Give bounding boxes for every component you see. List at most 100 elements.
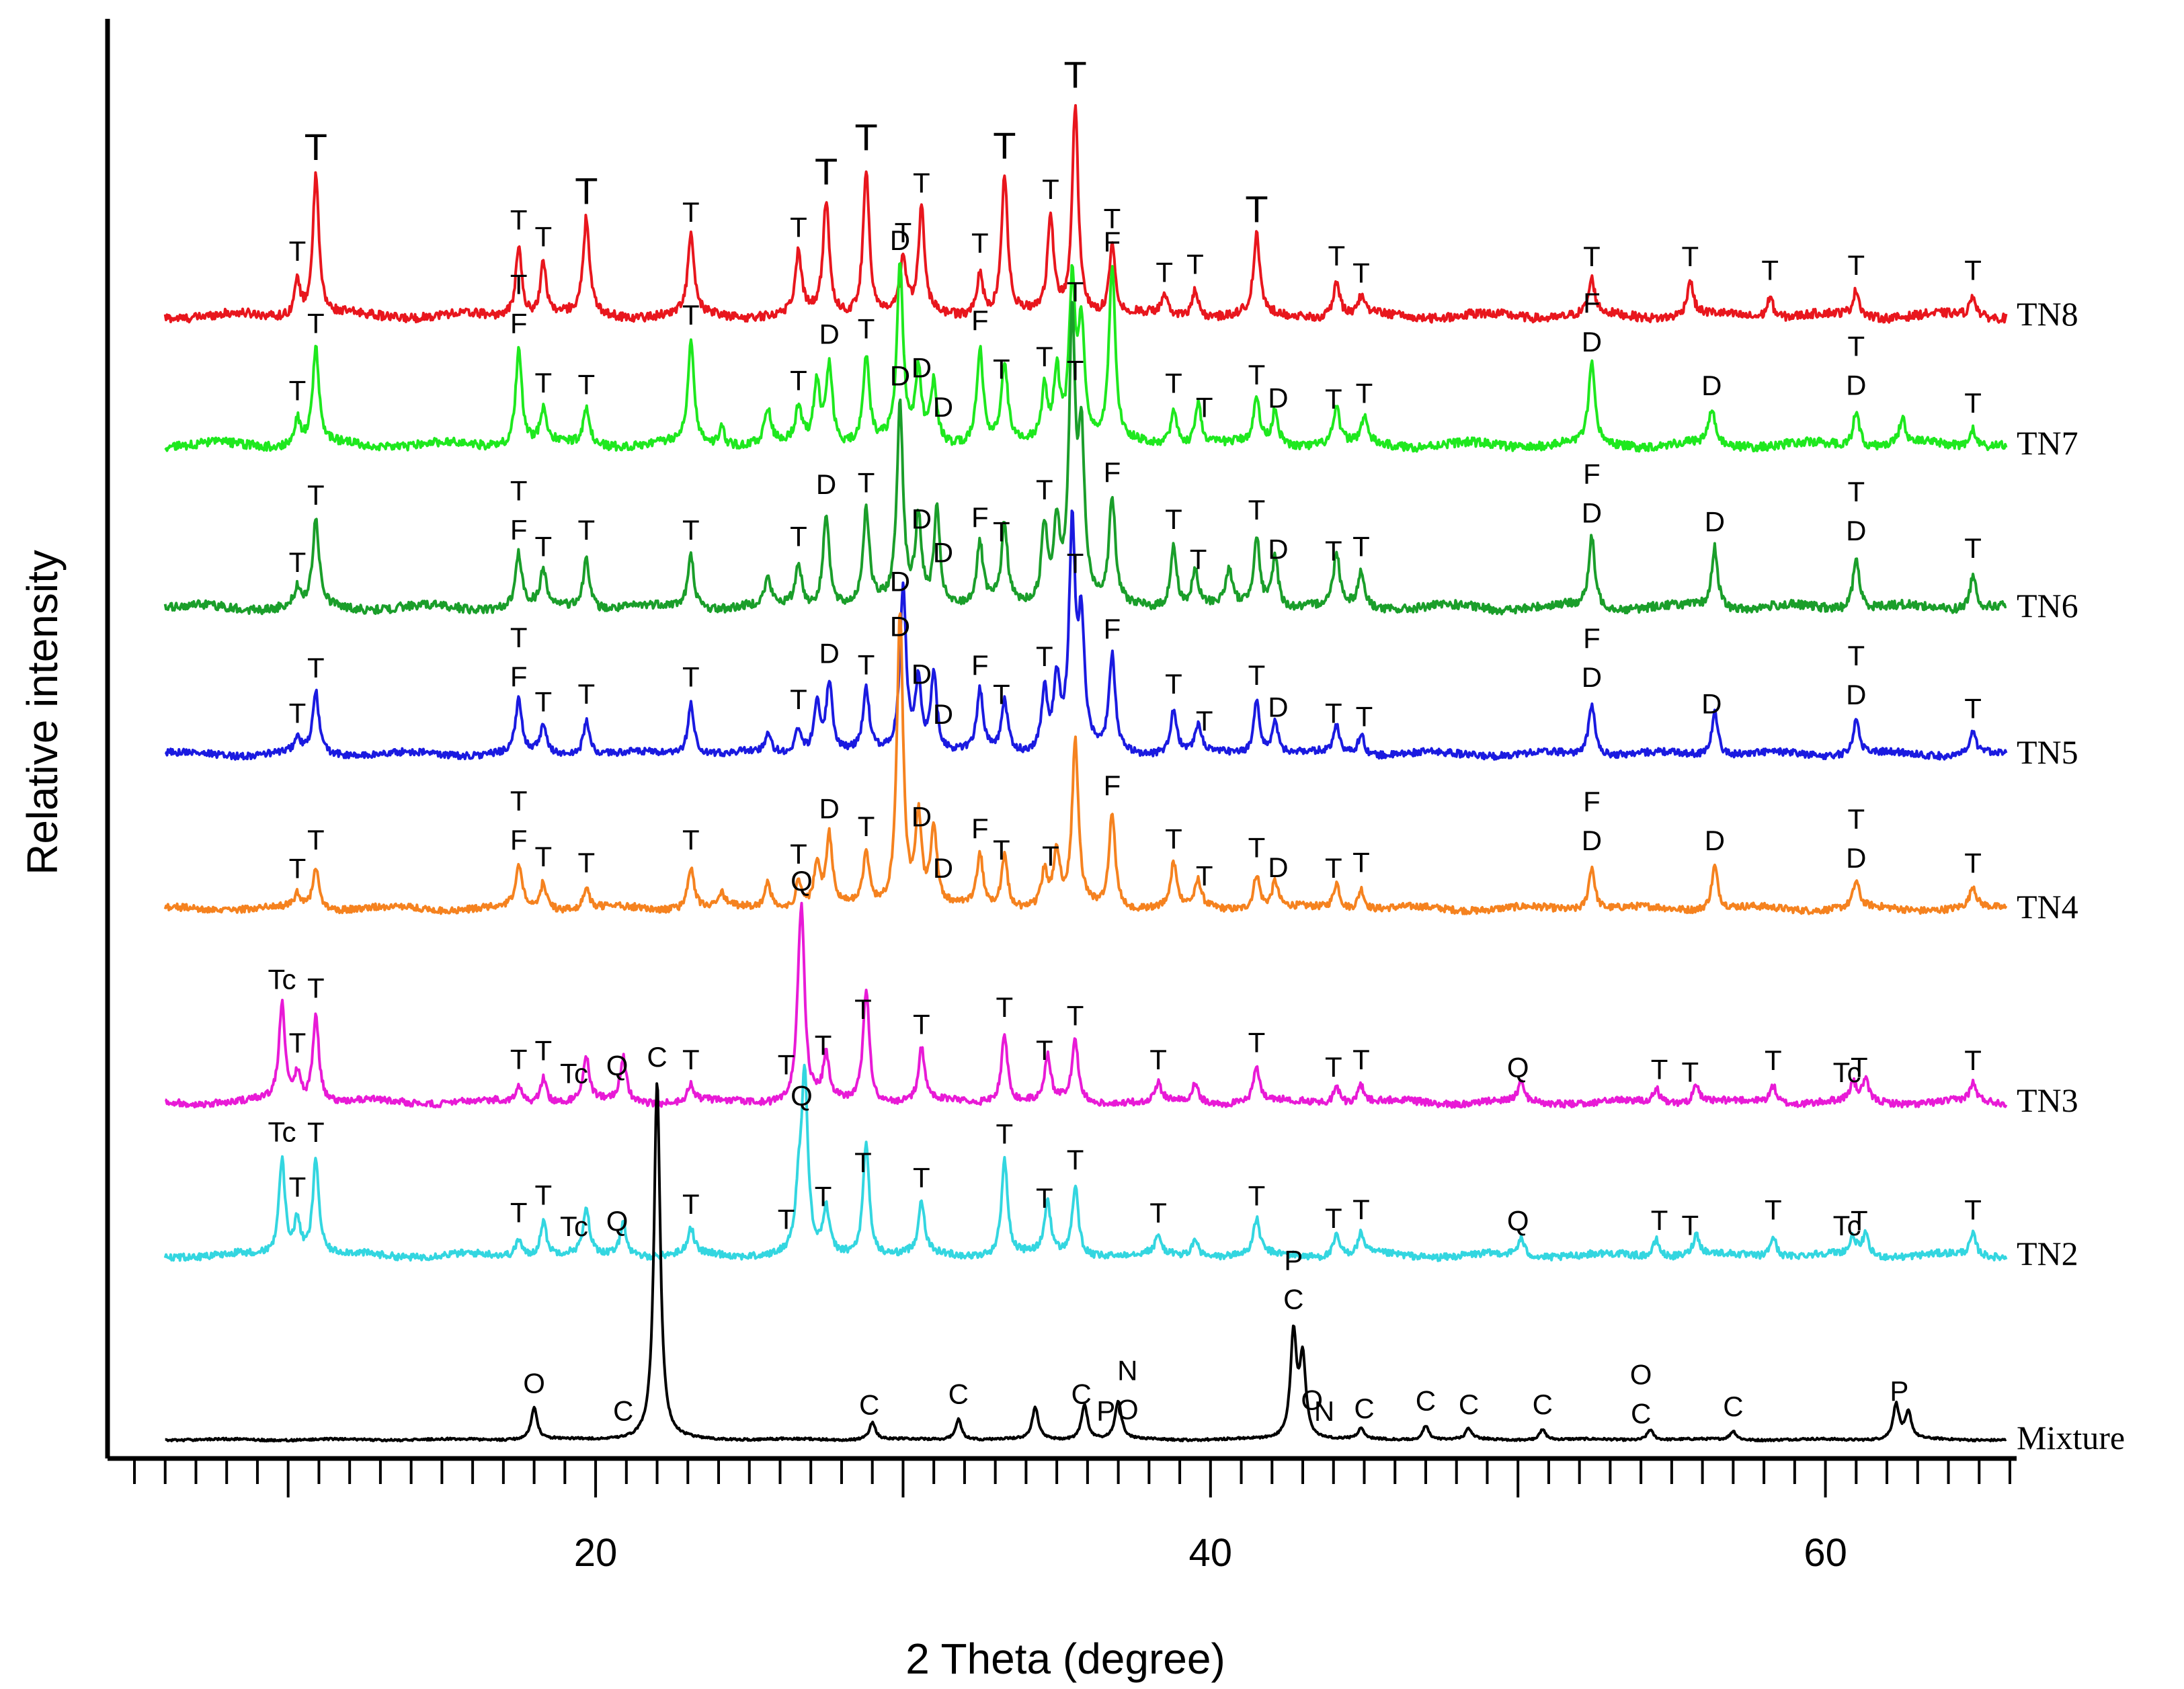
- peak-label-tn5-21: D: [1268, 691, 1288, 723]
- peak-label-tn8-9: T: [895, 217, 912, 249]
- trace-tn6: [163, 300, 2007, 616]
- peak-label-mixture-16: C: [1533, 1389, 1553, 1420]
- peak-label-tn2-12: T: [913, 1161, 930, 1193]
- peak-label-tn3-21: T: [1651, 1053, 1668, 1085]
- peak-label-tn5-26: D: [1701, 688, 1722, 719]
- peak-label-tn4-18: T: [1196, 860, 1213, 892]
- x-tick-label-40: 40: [1189, 1531, 1233, 1575]
- peak-label-tn3-12: T: [913, 1008, 930, 1040]
- peak-label-mixture-3: C: [859, 1389, 879, 1420]
- peak-label-tn3-16: T: [1149, 1044, 1167, 1075]
- peak-label-tn5-18: T: [1165, 668, 1182, 700]
- peak-label-tn4-4: T: [534, 841, 552, 872]
- peak-label-tn8-14: T: [1063, 54, 1086, 96]
- peak-label-tn8-11: T: [971, 227, 989, 259]
- peak-label-mixture-19: C: [1723, 1391, 1743, 1422]
- peak-label-tn3-15: T: [1067, 999, 1084, 1031]
- peak-label-tn2-22: T: [1681, 1209, 1699, 1241]
- peak-label-tn8-0: T: [289, 235, 307, 267]
- peak-label-tn4-6: T: [682, 824, 700, 856]
- peak-label-tn5-6: T: [682, 661, 700, 692]
- series-name-mixture: Mixture: [2017, 1419, 2125, 1456]
- y-axis-title: Relative intensity: [18, 550, 67, 875]
- peak-label-tn3-3: T: [510, 1044, 528, 1075]
- series-names: TN8 TN7 TN6 TN5 TN4 TN3 TN2 Mixture: [2017, 295, 2125, 1456]
- peak-label-tn8-8: T: [854, 116, 877, 158]
- peak-label-tn4-26: D: [1846, 842, 1866, 874]
- peak-label-tn2-24: Tc: [1833, 1210, 1861, 1241]
- peak-label-tn4-21: T: [1325, 852, 1342, 884]
- peak-label-tn5-0: T: [289, 698, 307, 729]
- peak-label-tn6-19: T: [1190, 544, 1207, 575]
- peak-label-tn2-8: T: [778, 1203, 795, 1235]
- peak-label-tn6-0: T: [289, 546, 307, 578]
- peak-label-tn4-24: F: [1583, 786, 1601, 817]
- peak-label-tn6-26: D: [1705, 506, 1725, 538]
- peak-label-tn2-5: Tc: [560, 1210, 588, 1242]
- peak-label-tn6-23: T: [1352, 531, 1370, 563]
- series-name-tn2: TN2: [2017, 1235, 2078, 1272]
- peak-label-tn2-1: T: [289, 1171, 307, 1203]
- peak-label-tn7-1: T: [307, 307, 325, 339]
- peak-label-tn8-17: T: [1186, 248, 1204, 280]
- peak-label-tn5-17: F: [1104, 613, 1121, 645]
- series-name-tn7: TN7: [2017, 424, 2078, 462]
- peak-label-tn5-8: D: [819, 638, 840, 669]
- peak-label-tn8-12: T: [993, 124, 1016, 167]
- peak-label-tn6-29: T: [1964, 532, 1982, 564]
- peak-label-tn6-15: T: [1036, 474, 1053, 505]
- peak-label-tn6-13: F: [971, 501, 989, 533]
- peak-label-tn7-3: T: [510, 268, 528, 300]
- peak-label-tn5-7: T: [790, 684, 807, 715]
- peak-label-tn7-24: D: [1582, 326, 1602, 358]
- peak-label-tn5-25: F: [1583, 622, 1601, 654]
- peak-label-tn6-4: T: [534, 530, 552, 562]
- peak-label-tn4-8: D: [819, 792, 840, 824]
- peak-label-mixture-0: O: [523, 1368, 545, 1399]
- peak-label-tn8-19: T: [1328, 240, 1346, 272]
- peak-label-mixture-20: P: [1890, 1375, 1908, 1407]
- peak-label-tn6-16: T: [1067, 355, 1084, 386]
- trace-mixture: [165, 1082, 2007, 1443]
- peak-label-tn7-11: D: [912, 352, 932, 383]
- trace-tn4: [163, 612, 2008, 915]
- peak-label-tn3-11: T: [854, 993, 872, 1025]
- peak-label-tn8-2: T: [510, 204, 528, 236]
- peak-label-tn6-9: T: [858, 466, 875, 498]
- peak-label-tn4-5: T: [578, 847, 596, 878]
- peak-label-tn8-5: T: [682, 196, 700, 228]
- peak-label-tn2-25: T: [1851, 1205, 1868, 1237]
- peak-label-mixture-14: C: [1416, 1385, 1436, 1417]
- peak-label-mixture-5: C: [1071, 1378, 1092, 1409]
- x-axis-ticks: 20 40 60: [133, 1458, 2011, 1575]
- peak-label-tn4-2: F: [510, 824, 528, 856]
- peak-label-tn2-11: T: [854, 1147, 872, 1178]
- peak-label-tn8-13: T: [1042, 173, 1059, 205]
- peak-label-mixture-11: O: [1301, 1385, 1323, 1416]
- peak-label-tn6-10: D: [890, 360, 910, 391]
- peak-label-tn5-11: D: [912, 659, 932, 690]
- peak-label-tn5-4: T: [534, 686, 552, 718]
- peak-label-mixture-9: C: [1283, 1284, 1303, 1315]
- peak-label-tn3-26: T: [1964, 1044, 1982, 1076]
- peak-label-tn5-1: T: [307, 652, 325, 684]
- peak-label-mixture-6: P: [1096, 1395, 1115, 1426]
- peak-label-tn5-15: T: [1036, 641, 1053, 672]
- peak-label-tn5-9: T: [858, 649, 875, 681]
- peak-label-tn4-14: T: [993, 834, 1010, 866]
- peak-label-tn6-21: D: [1268, 534, 1288, 565]
- peak-label-tn7-0: T: [289, 374, 307, 406]
- peak-label-tn6-3: T: [510, 475, 528, 506]
- peak-label-tn5-27: D: [1846, 679, 1866, 710]
- peak-label-tn7-28: T: [1847, 331, 1865, 362]
- peak-label-tn5-2: F: [510, 661, 528, 692]
- peak-label-tn3-19: T: [1352, 1044, 1370, 1075]
- peak-label-tn7-8: D: [819, 319, 840, 350]
- peak-label-tn5-22: T: [1325, 698, 1342, 729]
- peak-label-tn8-22: T: [1681, 241, 1699, 272]
- peak-label-tn8-15: T: [1104, 203, 1121, 235]
- peak-label-tn5-16: T: [1067, 547, 1084, 579]
- peak-label-tn7-17: F: [1104, 226, 1121, 257]
- peak-label-tn4-19: T: [1248, 832, 1266, 864]
- peak-label-tn4-12: D: [933, 852, 953, 884]
